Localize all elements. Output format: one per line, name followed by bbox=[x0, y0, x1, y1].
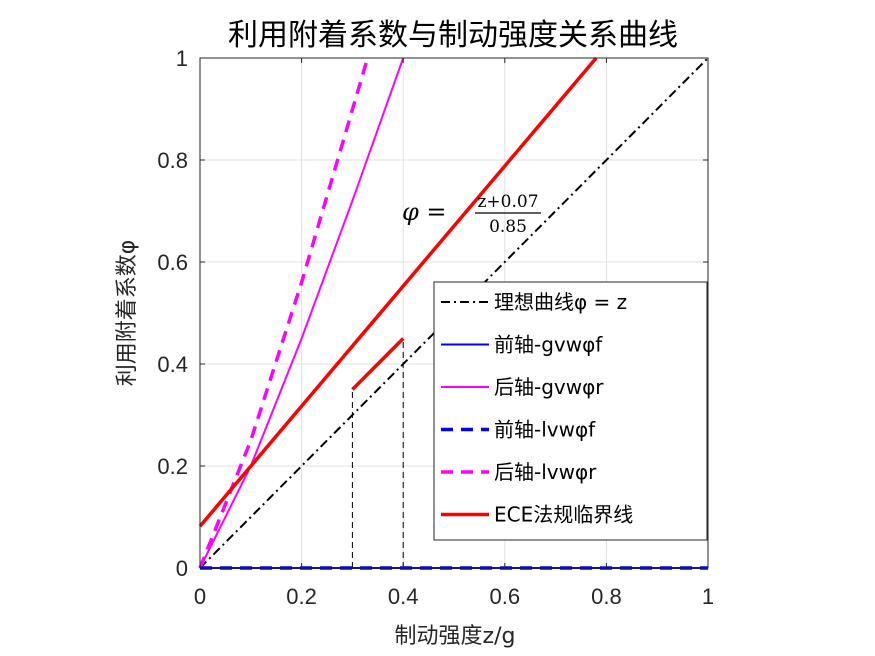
legend-label: 理想曲线φ = z bbox=[494, 290, 627, 314]
y-tick-label: 1 bbox=[176, 46, 188, 71]
legend-label: 后轴-gvwφr bbox=[494, 375, 604, 399]
y-axis-label: 利用附着系数φ bbox=[115, 240, 140, 387]
plot-frame bbox=[199, 57, 709, 569]
x-axis-label: 制动强度z/g bbox=[395, 624, 516, 649]
guide-lines bbox=[351, 338, 404, 568]
x-tick-label: 0.8 bbox=[591, 584, 622, 609]
legend-items: 理想曲线φ = z 前轴-gvwφf 后轴-gvwφr 前轴-lvwφf 后轴-lvwφ… bbox=[441, 290, 633, 527]
annotation: φ = z+0.07 0.85 bbox=[402, 192, 541, 237]
annotation-numerator: z+0.07 bbox=[477, 192, 538, 212]
series-line bbox=[199, 57, 405, 569]
axis-ticks: 0 0.2 0.4 0.6 0.8 1 0 0.2 0.4 0.6 0.8 1 bbox=[157, 46, 714, 609]
series-line bbox=[198, 57, 370, 569]
chart-title: 利用附着系数与制动强度关系曲线 bbox=[228, 18, 678, 53]
x-tick-label: 0.6 bbox=[490, 584, 521, 609]
x-tick-label: 0.2 bbox=[286, 584, 317, 609]
y-tick-label: 0.6 bbox=[157, 250, 188, 275]
x-tick-label: 0.4 bbox=[388, 584, 419, 609]
legend: 理想曲线φ = z 前轴-gvwφf 后轴-gvwφr 前轴-lvwφf 后轴-lvwφ… bbox=[433, 281, 708, 541]
y-tick-label: 0 bbox=[176, 556, 188, 581]
legend-label: 前轴-lvwφf bbox=[494, 418, 596, 442]
x-tick-label: 1 bbox=[702, 584, 714, 609]
series-line bbox=[351, 337, 405, 391]
legend-label: 后轴-lvwφr bbox=[494, 460, 597, 484]
series-line bbox=[199, 57, 709, 569]
y-tick-label: 0.2 bbox=[157, 454, 188, 479]
x-tick-label: 0 bbox=[194, 584, 206, 609]
series-line bbox=[198, 56, 598, 528]
annotation-lhs: φ = bbox=[402, 198, 447, 226]
legend-label: 前轴-gvwφf bbox=[494, 333, 603, 357]
legend-label: ECE法规临界线 bbox=[494, 503, 633, 527]
annotation-denominator: 0.85 bbox=[489, 217, 527, 237]
legend-box bbox=[433, 281, 708, 541]
y-tick-label: 0.4 bbox=[157, 352, 188, 377]
y-tick-label: 0.8 bbox=[157, 148, 188, 173]
